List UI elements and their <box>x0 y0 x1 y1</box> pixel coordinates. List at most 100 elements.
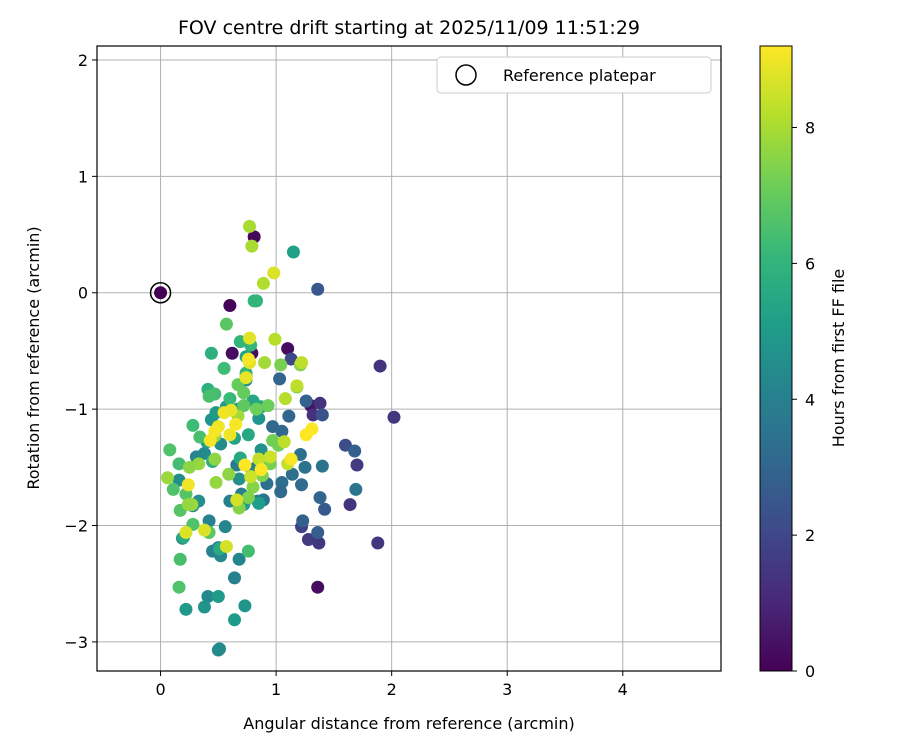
colorbar: 0 2 4 6 8 Hours from first FF file <box>759 45 848 681</box>
data-point <box>349 482 363 496</box>
colorbar-gradient <box>759 45 793 672</box>
x-tick-label: 3 <box>502 680 512 699</box>
data-point <box>163 443 177 457</box>
colorbar-tick-label: 8 <box>805 119 815 138</box>
data-point <box>285 467 299 481</box>
data-point <box>278 392 292 406</box>
y-tick-label: 2 <box>78 51 88 70</box>
data-point <box>243 219 257 233</box>
data-point <box>348 444 362 458</box>
data-point <box>305 422 319 436</box>
data-point <box>208 452 222 466</box>
data-point <box>239 371 253 385</box>
data-point <box>284 352 298 366</box>
y-tick-label: −3 <box>64 633 88 652</box>
data-point <box>228 613 242 627</box>
data-point <box>295 356 309 370</box>
data-point <box>315 408 329 422</box>
y-tick-label: −2 <box>64 517 88 536</box>
data-point <box>338 438 352 452</box>
grid <box>97 46 721 671</box>
data-point <box>247 294 261 308</box>
y-tick-label: 1 <box>78 167 88 186</box>
data-point <box>299 394 313 408</box>
data-point <box>313 396 327 410</box>
x-axis-label: Angular distance from reference (arcmin) <box>243 714 574 733</box>
data-point <box>311 525 325 539</box>
data-point <box>238 458 252 472</box>
data-point <box>154 286 168 300</box>
data-point <box>296 514 310 528</box>
data-point <box>222 467 236 481</box>
data-point <box>197 523 211 537</box>
data-point <box>228 571 242 585</box>
data-point <box>238 599 252 613</box>
data-point <box>311 580 325 594</box>
legend-label-reference-platepar: Reference platepar <box>503 66 656 85</box>
data-point <box>211 590 225 604</box>
data-point <box>282 409 296 423</box>
data-point <box>315 459 329 473</box>
data-point <box>295 478 309 492</box>
data-point <box>241 352 255 366</box>
legend: Reference platepar <box>436 56 712 94</box>
data-point <box>209 475 223 489</box>
data-point <box>219 539 233 553</box>
data-point <box>219 317 233 331</box>
legend-marker-reference-circle <box>455 64 477 86</box>
data-point <box>298 460 312 474</box>
data-point <box>273 372 287 386</box>
data-point <box>241 428 255 442</box>
data-point <box>290 379 304 393</box>
data-point <box>217 361 231 375</box>
data-point <box>223 392 237 406</box>
data-point <box>204 346 218 360</box>
data-point <box>201 590 215 604</box>
data-point <box>284 452 298 466</box>
data-point <box>202 389 216 403</box>
data-point <box>387 410 401 424</box>
chart-title: FOV centre drift starting at 2025/11/09 … <box>178 17 640 39</box>
data-point <box>223 428 237 442</box>
data-point <box>181 498 195 512</box>
y-tick-label: −1 <box>64 400 88 419</box>
data-point <box>223 299 237 313</box>
plot-frame <box>96 45 722 672</box>
data-point <box>263 450 277 464</box>
y-axis-label: Rotation from reference (arcmin) <box>24 226 43 489</box>
data-point <box>197 600 211 614</box>
data-point <box>274 485 288 499</box>
data-point <box>277 435 291 449</box>
data-point <box>371 536 385 550</box>
data-point <box>301 532 315 546</box>
colorbar-ticks: 0 2 4 6 8 <box>792 119 815 681</box>
data-point <box>244 470 258 484</box>
data-point <box>256 276 270 290</box>
data-point <box>193 430 207 444</box>
data-point <box>229 417 243 431</box>
data-point <box>243 331 257 345</box>
data-point <box>252 452 266 466</box>
data-point <box>237 399 251 413</box>
data-point <box>172 580 186 594</box>
data-point <box>249 402 263 416</box>
data-point <box>258 356 272 370</box>
y-axis-ticks: −3 −2 −1 0 1 2 <box>64 51 97 652</box>
data-point <box>182 460 196 474</box>
data-point <box>254 463 268 477</box>
data-point <box>252 496 266 510</box>
data-point <box>232 472 246 486</box>
data-point <box>212 642 226 656</box>
data-point <box>246 480 260 494</box>
legend-box <box>436 56 712 94</box>
data-point <box>160 471 174 485</box>
data-point <box>186 418 200 432</box>
scatter-points <box>149 219 401 657</box>
data-point <box>172 457 186 471</box>
data-point <box>245 239 259 253</box>
data-point <box>275 424 289 438</box>
data-point <box>268 332 282 346</box>
data-point <box>274 358 288 372</box>
data-point <box>166 482 180 496</box>
